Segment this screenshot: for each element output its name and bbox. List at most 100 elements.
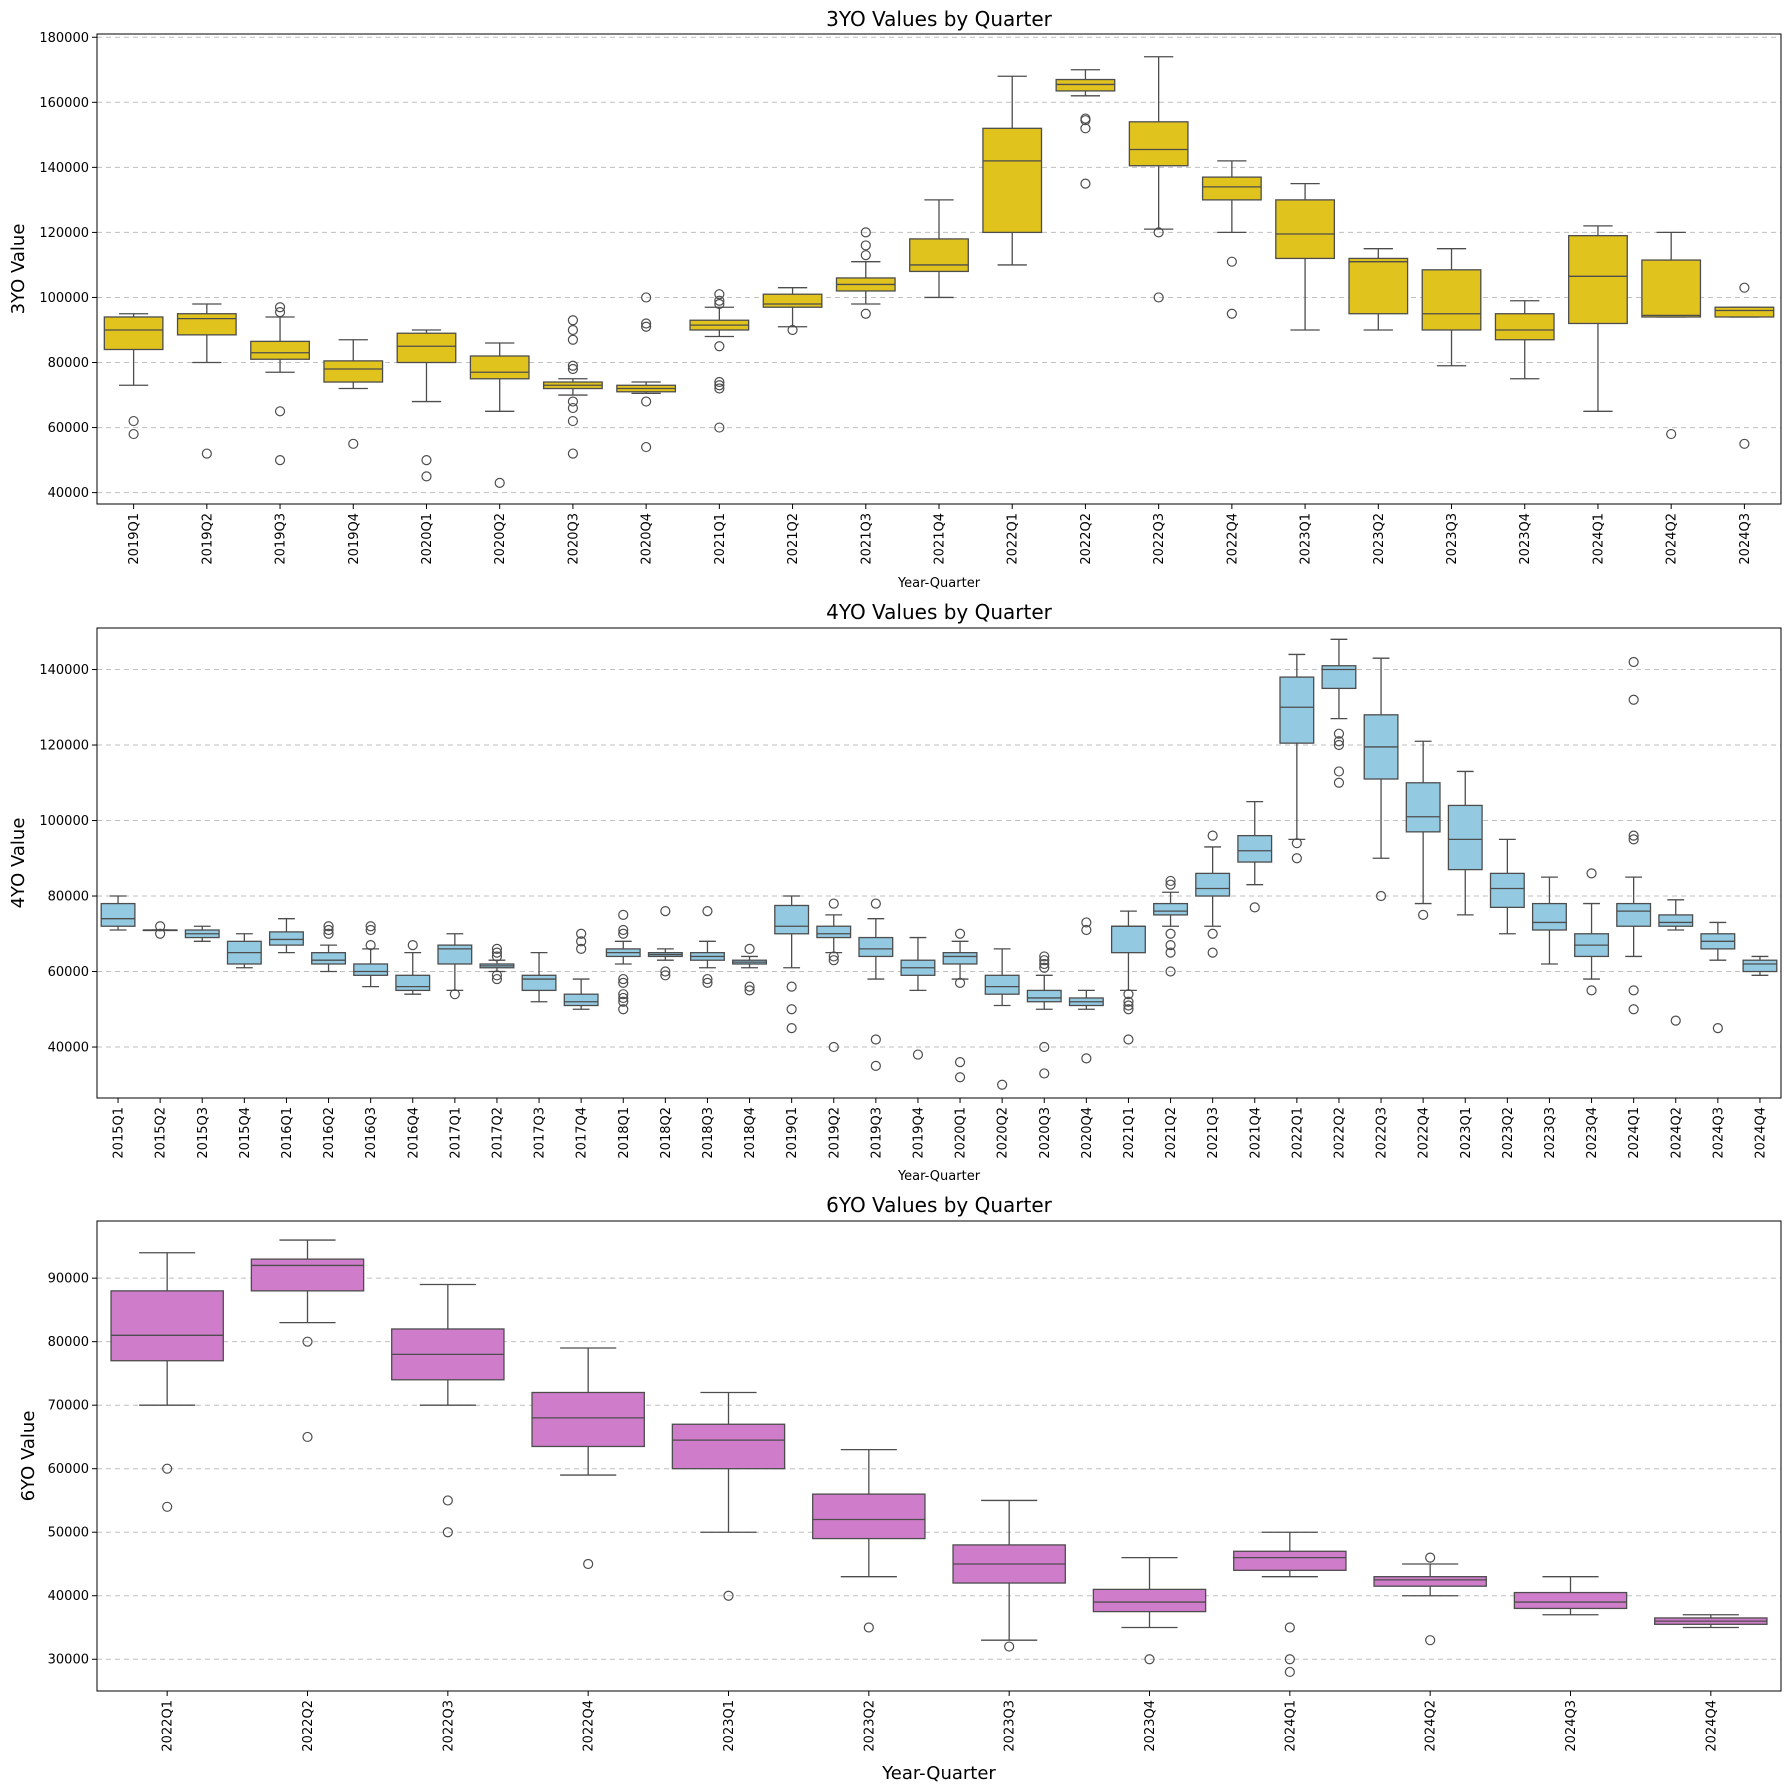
box-iqr — [563, 993, 599, 1007]
y-tick-label: 60000 — [48, 421, 89, 436]
box-2023Q2 — [1348, 248, 1409, 331]
x-tick-label: 2019Q1 — [785, 1107, 800, 1159]
outlier-point — [618, 992, 629, 1004]
outlier-point — [1144, 1654, 1155, 1665]
outlier-point — [641, 321, 652, 332]
outlier-point — [1165, 940, 1176, 951]
box-2017Q1 — [437, 933, 473, 1000]
x-tick-label: 2022Q4 — [582, 1700, 597, 1752]
x-tick-label: 2024Q3 — [1711, 1107, 1726, 1159]
plot-frame — [96, 1220, 1782, 1692]
box-2018Q1 — [605, 909, 641, 1015]
box-iqr — [531, 1391, 645, 1448]
box-2021Q1 — [689, 289, 750, 433]
outlier-point — [1039, 955, 1050, 966]
outlier-point — [494, 477, 505, 488]
x-tick-label: 2022Q3 — [1152, 513, 1167, 565]
outlier-point — [786, 1004, 797, 1015]
box-iqr — [1348, 257, 1409, 315]
box-2021Q1 — [1110, 910, 1146, 1045]
x-tick-label: 2023Q2 — [1372, 513, 1387, 565]
outlier-point — [491, 970, 503, 981]
x-tick-label: 2024Q3 — [1564, 1700, 1579, 1752]
outlier-point — [449, 989, 460, 1000]
chart-panel-2: 40000 60000 80000 100000 120000 140000 2015Q1 2… — [8, 600, 1782, 1184]
box-2022Q1 — [110, 1252, 224, 1512]
y-tick-label: 140000 — [39, 161, 89, 176]
outlier-point — [128, 415, 139, 427]
box-iqr — [1201, 176, 1262, 201]
y-tick-label: 120000 — [39, 226, 89, 241]
y-axis-label: 4YO Value — [8, 818, 29, 909]
outlier-point — [155, 928, 166, 939]
x-tick-label: 2021Q1 — [713, 513, 728, 565]
box-iqr — [469, 355, 530, 380]
box-2022Q1 — [1279, 653, 1315, 864]
x-tick-label: 2023Q3 — [1543, 1107, 1558, 1159]
box-iqr — [1275, 199, 1336, 260]
x-tick-label: 2020Q4 — [1080, 1107, 1095, 1159]
outlier-point — [567, 324, 579, 336]
box-iqr — [250, 1258, 365, 1292]
x-tick-label: 2024Q2 — [1669, 1107, 1684, 1159]
x-axis-label: Year-Quarter — [897, 576, 981, 591]
outlier-point — [714, 376, 725, 388]
outlier-point — [576, 928, 587, 939]
outlier-point — [860, 308, 871, 319]
outlier-point — [618, 977, 629, 988]
box-iqr — [1233, 1550, 1347, 1571]
box-2019Q1 — [103, 313, 164, 440]
x-tick-label: 2017Q3 — [533, 1107, 548, 1159]
box-iqr — [521, 974, 557, 992]
box-2022Q2 — [1321, 638, 1357, 788]
outlier-point — [1333, 766, 1345, 777]
box-2016Q3 — [353, 921, 389, 988]
x-tick-label: 2023Q1 — [722, 1700, 737, 1752]
outlier-point — [1039, 951, 1050, 962]
y-tick-label: 60000 — [48, 1462, 89, 1477]
box-iqr — [110, 1290, 224, 1362]
x-tick-label: 2017Q4 — [575, 1107, 590, 1159]
outlier-point — [863, 1622, 874, 1633]
box-2015Q1 — [100, 895, 136, 931]
outlier-point — [1586, 868, 1597, 879]
box-2022Q4 — [1405, 740, 1441, 921]
outlier-point — [641, 396, 652, 407]
box-2019Q1 — [774, 895, 810, 1034]
y-tick-label: 60000 — [48, 965, 89, 980]
box-2019Q4 — [900, 936, 936, 1060]
outlier-point — [744, 981, 755, 992]
x-tick-label: 2018Q3 — [701, 1107, 716, 1159]
outlier-point — [1291, 838, 1302, 849]
outlier-point — [618, 996, 629, 1007]
chart-panel-1: 40000 60000 80000 100000 120000 140000 160000 1… — [8, 7, 1782, 591]
box-2024Q2 — [1658, 899, 1694, 1026]
outlier-point — [274, 306, 286, 318]
outlier-point — [442, 1495, 453, 1506]
box-iqr — [1110, 925, 1146, 954]
outlier-point — [1004, 1641, 1015, 1652]
box-2015Q3 — [184, 925, 220, 942]
outlier-point — [860, 240, 871, 251]
outlier-point — [1165, 928, 1176, 939]
x-tick-label: 2020Q1 — [954, 1107, 969, 1159]
outlier-point — [641, 441, 652, 453]
x-tick-label: 2024Q1 — [1283, 1700, 1298, 1752]
x-tick-label: 2022Q4 — [1417, 1107, 1432, 1159]
box-2021Q4 — [909, 199, 969, 299]
box-2020Q3 — [542, 315, 603, 459]
outlier-point — [1123, 1034, 1134, 1045]
outlier-point — [828, 951, 839, 962]
outlier-point — [828, 955, 839, 966]
outlier-point — [1039, 958, 1050, 970]
outlier-point — [744, 943, 755, 954]
box-2024Q2 — [1641, 231, 1702, 440]
outlier-point — [618, 973, 629, 985]
x-tick-label: 2023Q1 — [1459, 1107, 1474, 1159]
box-iqr — [1742, 959, 1778, 973]
plot-frame — [96, 627, 1782, 1099]
outlier-point — [618, 909, 629, 921]
y-axis-label: 3YO Value — [8, 224, 29, 315]
box-2017Q4 — [563, 928, 599, 1010]
box-2018Q2 — [647, 906, 683, 981]
